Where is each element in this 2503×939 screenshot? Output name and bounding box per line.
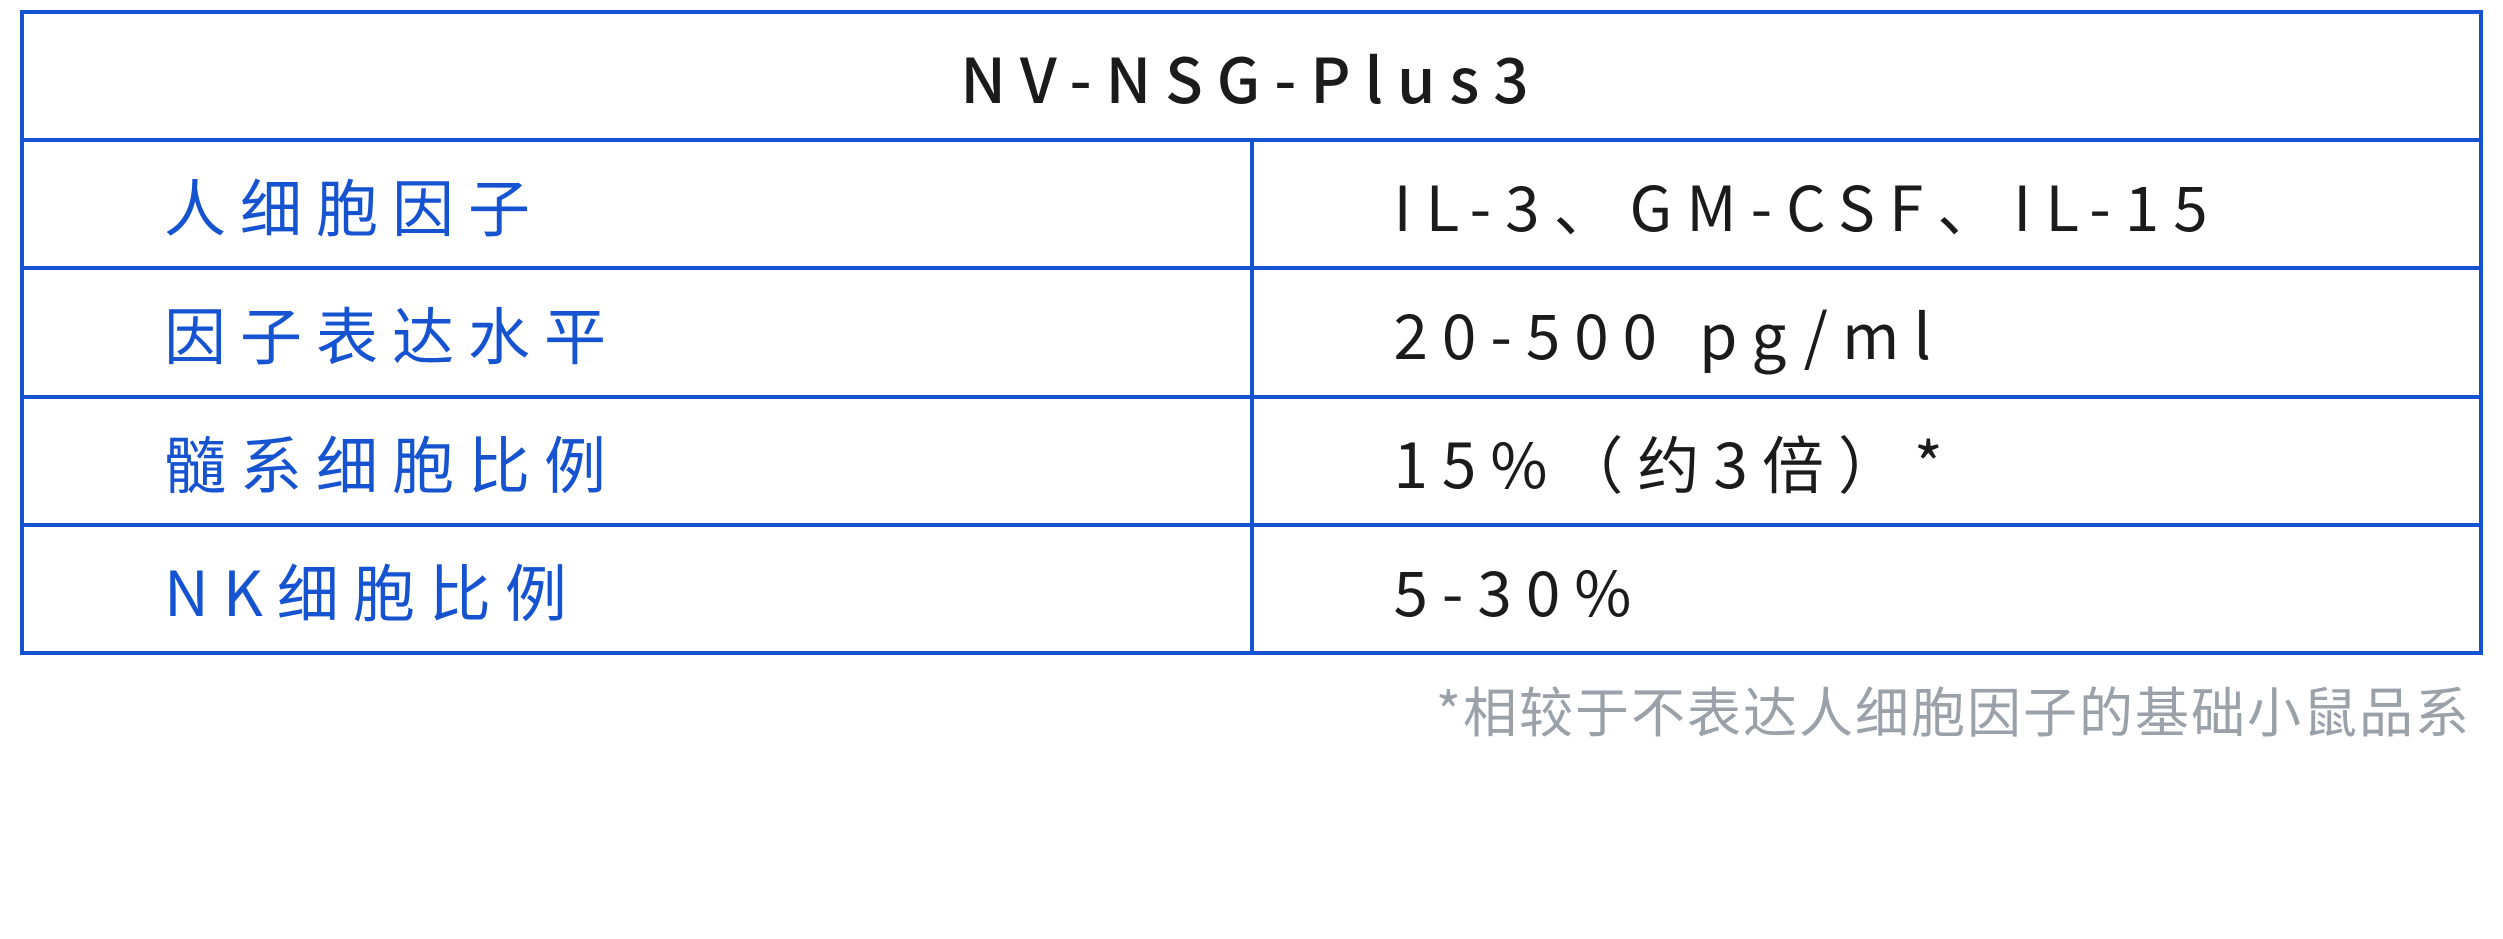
row-value: 20-500 pg/ml bbox=[1252, 268, 2482, 396]
table-header-row: NV-NSG-Plus3 bbox=[22, 12, 2481, 140]
row-label: 因子表达水平 bbox=[22, 268, 1252, 396]
row-label: 髓系细胞比例 bbox=[22, 397, 1252, 525]
table-row: 髓系细胞比例 15%（约3倍）* bbox=[22, 397, 2481, 525]
footnote: *相较于不表达人细胞因子的基础小鼠品系 bbox=[20, 655, 2483, 748]
row-value: IL-3、GM-CSF、IL-15 bbox=[1252, 140, 2482, 268]
row-value: 5-30% bbox=[1252, 525, 2482, 653]
table-row: 因子表达水平 20-500 pg/ml bbox=[22, 268, 2481, 396]
row-value: 15%（约3倍）* bbox=[1252, 397, 2482, 525]
table-title: NV-NSG-Plus3 bbox=[22, 12, 2481, 140]
row-label: 人细胞因子 bbox=[22, 140, 1252, 268]
table-row: 人细胞因子 IL-3、GM-CSF、IL-15 bbox=[22, 140, 2481, 268]
spec-table: NV-NSG-Plus3 人细胞因子 IL-3、GM-CSF、IL-15 因子表… bbox=[20, 10, 2483, 655]
row-label: NK细胞比例 bbox=[22, 525, 1252, 653]
table-row: NK细胞比例 5-30% bbox=[22, 525, 2481, 653]
